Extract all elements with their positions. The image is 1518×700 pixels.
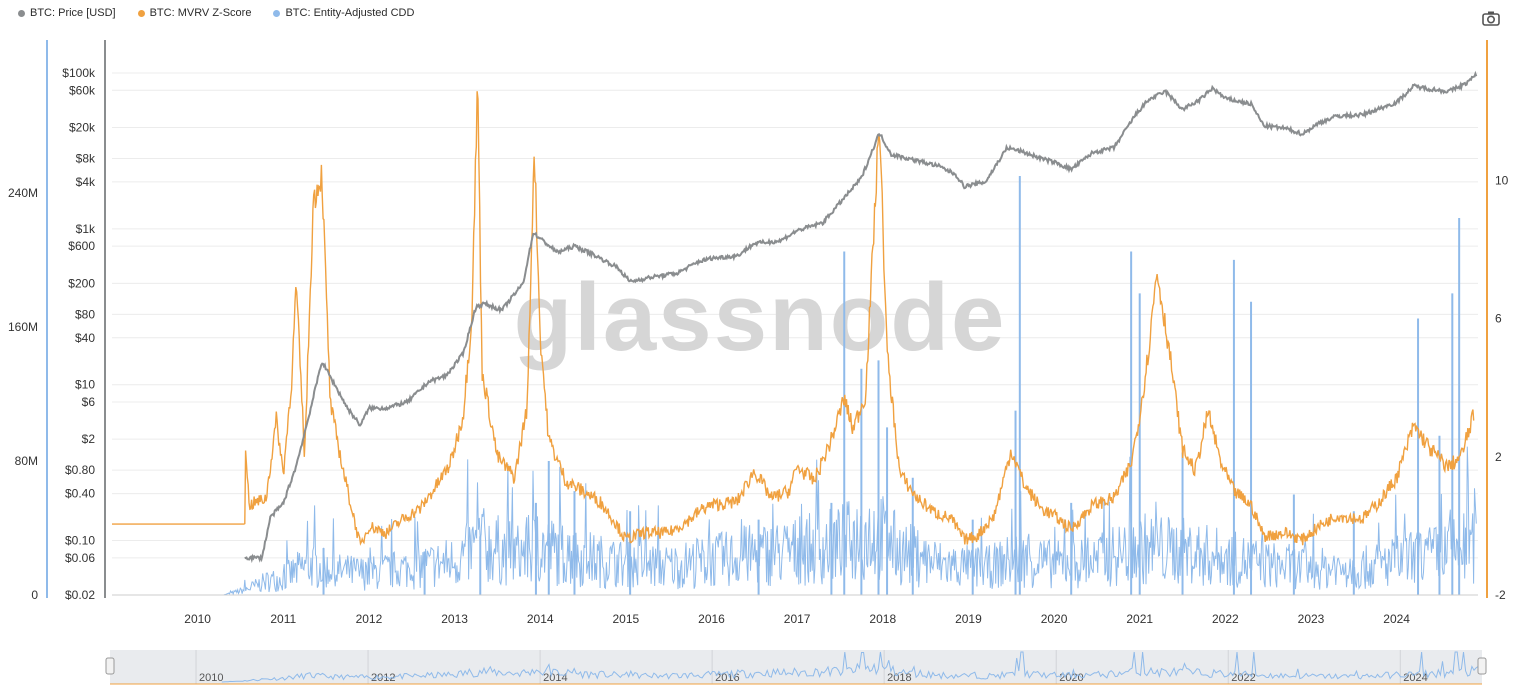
x-tick-label: 2018: [869, 612, 896, 626]
camera-button[interactable]: [1480, 8, 1502, 28]
navigator-handle-left[interactable]: [105, 657, 115, 675]
navigator-label: 2024: [1403, 672, 1427, 684]
price-tick-label: $8k: [76, 151, 96, 165]
x-tick-label: 2014: [527, 612, 554, 626]
legend-dot-mvrv: [137, 9, 145, 17]
price-tick-label: $100k: [62, 66, 96, 80]
price-axis-bar: [104, 40, 106, 598]
price-tick-label: $40: [75, 331, 95, 345]
price-series-line: [244, 70, 1478, 564]
price-tick-label: $0.06: [65, 551, 95, 565]
cdd-tick-label: 240M: [8, 186, 38, 200]
price-tick-label: $0.02: [65, 588, 95, 602]
price-tick-label: $600: [68, 239, 95, 253]
mvrv-axis-bar: [1486, 40, 1488, 598]
cdd-axis-bar: [46, 40, 48, 598]
mvrv-series-line: [112, 91, 1475, 546]
legend-dot-cdd: [273, 9, 281, 17]
x-tick-label: 2017: [784, 612, 811, 626]
camera-icon: [1482, 11, 1500, 26]
mvrv-tick-label: 2: [1495, 450, 1502, 464]
cdd-tick-label: 80M: [15, 454, 38, 468]
cdd-tick-label: 0: [31, 588, 38, 602]
price-tick-label: $0.80: [65, 463, 95, 477]
price-tick-label: $80: [75, 307, 95, 321]
navigator-handle-right[interactable]: [1477, 657, 1487, 675]
axes: $100k $60k $20k $8k $4k $1k $600 $200 $80 $40 $10 $…: [8, 40, 1509, 626]
legend: BTC: Price [USD] BTC: MVRV Z-Score BTC: …: [18, 7, 414, 19]
navigator-label: 2014: [543, 672, 567, 684]
x-tick-label: 2013: [441, 612, 468, 626]
price-tick-label: $60k: [69, 83, 96, 97]
navigator-label: 2018: [887, 672, 911, 684]
price-tick-label: $0.10: [65, 534, 95, 548]
x-tick-label: 2023: [1298, 612, 1325, 626]
x-tick-label: 2010: [184, 612, 211, 626]
x-tick-label: 2024: [1383, 612, 1410, 626]
mvrv-tick-label: 6: [1495, 312, 1502, 326]
price-tick-label: $10: [75, 378, 95, 392]
x-tick-label: 2021: [1126, 612, 1153, 626]
legend-label-price: BTC: Price [USD]: [30, 7, 116, 19]
navigator[interactable]: 2010 2012 2014 2016 2018 2020 2022 2024: [105, 650, 1487, 685]
x-tick-label: 2015: [613, 612, 640, 626]
price-tick-label: $20k: [69, 120, 96, 134]
price-tick-label: $0.40: [65, 487, 95, 501]
navigator-label: 2012: [371, 672, 395, 684]
cdd-layer: [223, 176, 1477, 596]
price-layer: [244, 70, 1478, 564]
mvrv-layer: [112, 91, 1475, 546]
x-tick-label: 2012: [356, 612, 383, 626]
watermark: glassnode: [514, 264, 1007, 371]
x-tick-label: 2011: [270, 612, 296, 626]
legend-label-mvrv: BTC: MVRV Z-Score: [149, 7, 252, 19]
cdd-series-line: [223, 446, 1477, 596]
x-tick-label: 2022: [1212, 612, 1239, 626]
price-tick-label: $200: [68, 276, 95, 290]
price-tick-label: $2: [82, 432, 96, 446]
x-tick-label: 2016: [698, 612, 725, 626]
mvrv-tick-label: 10: [1495, 173, 1509, 187]
legend-item-price[interactable]: BTC: Price [USD]: [18, 7, 116, 19]
legend-item-mvrv[interactable]: BTC: MVRV Z-Score: [137, 7, 252, 19]
x-tick-label: 2020: [1041, 612, 1068, 626]
x-tick-label: 2019: [955, 612, 982, 626]
legend-item-cdd[interactable]: BTC: Entity-Adjusted CDD: [273, 7, 414, 19]
navigator-series: [221, 651, 1481, 683]
price-tick-label: $4k: [76, 175, 96, 189]
legend-dot-price: [18, 9, 25, 17]
legend-label-cdd: BTC: Entity-Adjusted CDD: [285, 7, 415, 19]
price-tick-label: $6: [82, 395, 96, 409]
navigator-label: 2010: [199, 672, 223, 684]
price-tick-label: $1k: [76, 222, 96, 236]
navigator-track: [110, 650, 1482, 684]
mvrv-tick-label: -2: [1495, 588, 1506, 602]
cdd-tick-label: 160M: [8, 320, 38, 334]
